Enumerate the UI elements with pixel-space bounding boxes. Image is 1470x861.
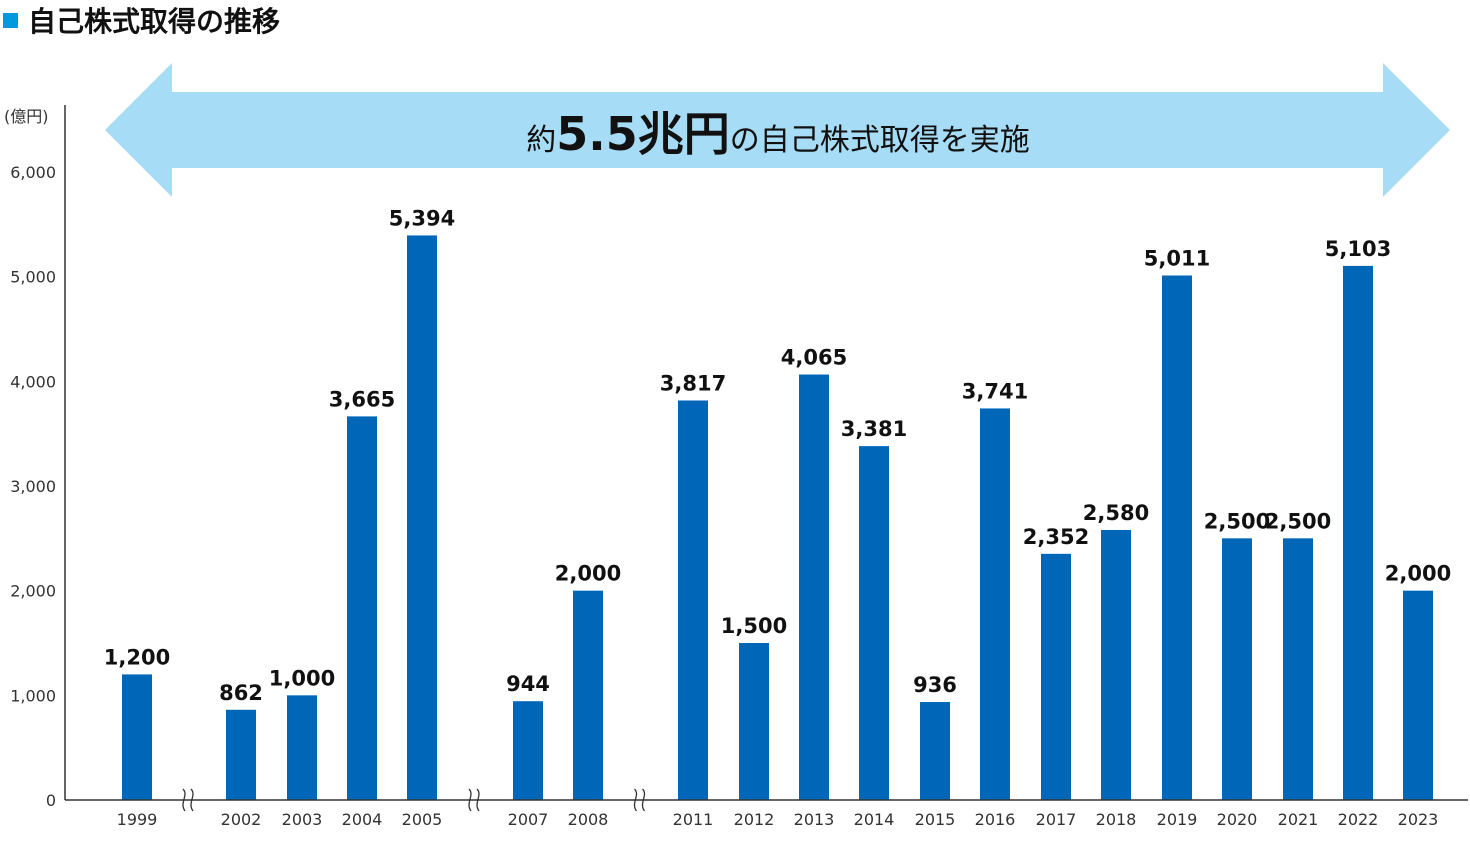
x-tick-label-2012: 2012 [734,810,775,829]
x-tick-label-1999: 1999 [117,810,158,829]
bar-2004 [347,416,377,800]
data-label-2023: 2,000 [1385,562,1451,586]
data-label-2018: 2,580 [1083,501,1149,525]
bar-2011 [678,400,708,800]
y-tick-label: 1,000 [10,686,56,705]
bar-2020 [1222,538,1252,800]
x-tick-label-2023: 2023 [1398,810,1439,829]
data-label-2002: 862 [219,681,263,705]
x-tick-label-2004: 2004 [342,810,383,829]
data-label-2012: 1,500 [721,614,787,638]
x-tick-label-2016: 2016 [975,810,1016,829]
data-label-2016: 3,741 [962,379,1028,403]
x-tick-label-2019: 2019 [1157,810,1198,829]
chart-title-row: 自己株式取得の推移 [0,2,280,38]
data-label-2017: 2,352 [1023,525,1089,549]
data-label-2013: 4,065 [781,346,847,370]
data-label-2008: 2,000 [555,562,621,586]
x-tick-label-2017: 2017 [1036,810,1077,829]
data-label-2022: 5,103 [1325,237,1391,261]
data-label-2021: 2,500 [1265,509,1331,533]
y-tick-label: 2,000 [10,582,56,601]
y-axis-unit-label: (億円) [4,107,49,126]
x-tick-label-2008: 2008 [568,810,609,829]
bar-2014 [859,446,889,800]
bar-2021 [1283,538,1313,800]
data-label-2007: 944 [506,672,550,696]
x-tick-label-2005: 2005 [402,810,443,829]
x-axis-labels: 1999 2002 2003 2004 2005 2007 2008 2011 2012 2013… [117,810,1439,829]
x-tick-label-2002: 2002 [221,810,262,829]
data-label-1999: 1,200 [104,645,170,669]
bar-2005 [407,235,437,801]
bar-2017 [1041,553,1071,800]
x-tick-label-2015: 2015 [915,810,956,829]
data-label-2014: 3,381 [841,417,907,441]
x-tick-label-2003: 2003 [282,810,323,829]
bars [122,235,1433,801]
banner-text: 約5.5兆円の自己株式取得を実施 [526,107,1030,161]
x-tick-label-2022: 2022 [1338,810,1379,829]
x-tick-label-2021: 2021 [1278,810,1319,829]
x-tick-label-2018: 2018 [1096,810,1137,829]
x-tick-label-2013: 2013 [794,810,835,829]
y-tick-label: 0 [46,791,56,810]
bar-1999 [122,674,152,800]
y-tick-label: 5,000 [10,268,56,287]
title-marker-icon [3,12,18,28]
y-tick-label: 4,000 [10,372,56,391]
bar-2012 [739,643,769,800]
bar-2002 [226,709,256,800]
bar-2018 [1101,529,1131,800]
banner-prefix: 約 [526,123,556,158]
y-tick-label: 6,000 [10,163,56,182]
bar-2019 [1162,275,1192,800]
bar-2023 [1403,590,1433,800]
data-label-2004: 3,665 [329,387,395,411]
bar-2016 [980,408,1010,800]
bar-2022 [1343,265,1373,800]
chart-title: 自己株式取得の推移 [28,5,281,38]
data-label-2019: 5,011 [1144,247,1210,271]
x-tick-label-2020: 2020 [1217,810,1258,829]
x-tick-label-2011: 2011 [673,810,714,829]
data-label-2011: 3,817 [660,371,726,395]
y-tick-label: 3,000 [10,477,56,496]
total-banner: 約5.5兆円の自己株式取得を実施 [105,63,1450,197]
data-label-2015: 936 [913,673,957,697]
data-label-2020: 2,500 [1204,509,1270,533]
x-tick-label-2007: 2007 [508,810,549,829]
y-axis-ticks: 0 1,000 2,000 3,000 4,000 5,000 6,000 [10,163,56,810]
bar-2003 [287,695,317,800]
bar-2015 [920,702,950,800]
bar-2007 [513,701,543,800]
x-tick-label-2014: 2014 [854,810,895,829]
data-label-2005: 5,394 [389,206,455,230]
bar-2008 [573,590,603,800]
double-arrow-icon [105,63,1450,197]
data-label-2003: 1,000 [269,666,335,690]
bar-2013 [799,374,829,800]
banner-amount: 5.5兆円 [556,107,730,161]
banner-suffix: の自己株式取得を実施 [730,123,1030,158]
